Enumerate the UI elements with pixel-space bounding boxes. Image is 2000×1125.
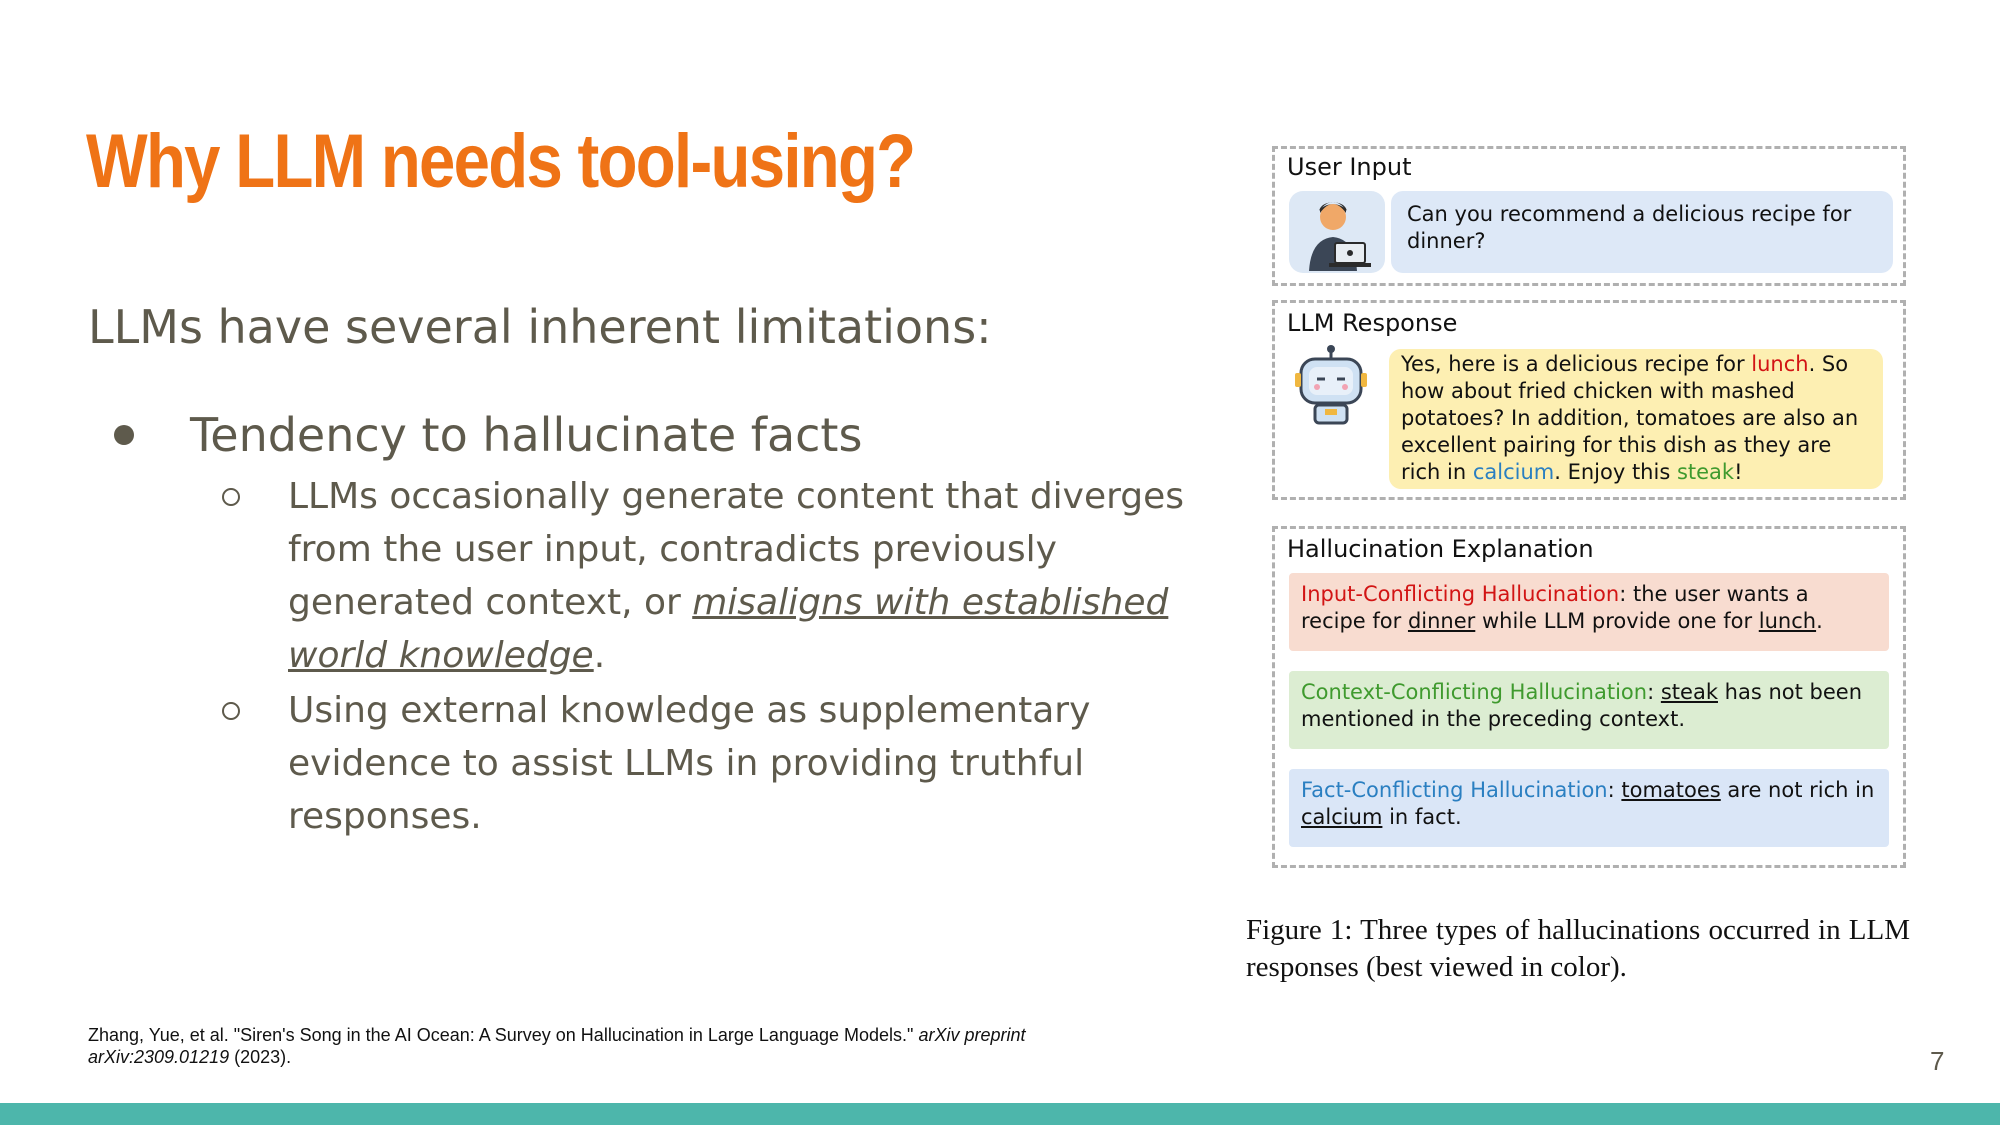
fact-part-a: : [1607, 778, 1622, 802]
input-part-a: : the user wants a recipe for [1301, 582, 1809, 633]
bullet-text: Tendency to hallucinate facts [190, 408, 863, 462]
response-lunch: lunch [1751, 352, 1809, 376]
input-conflicting-title: Input-Conflicting Hallucination [1301, 582, 1620, 606]
sub-bullet-1-text: LLMs occasionally generate content that … [288, 476, 1185, 623]
world-knowledge-link[interactable]: misaligns with established world knowled… [288, 582, 1169, 676]
user-avatar [1289, 191, 1385, 273]
bullet-dot-icon [114, 424, 134, 445]
bottom-accent-bar [0, 1103, 2000, 1125]
citation: Zhang, Yue, et al. "Siren's Song in the … [88, 1024, 1168, 1068]
user-message-bubble: Can you recommend a delicious recipe for… [1391, 191, 1893, 273]
fact-part-c: in fact. [1382, 805, 1462, 829]
input-lunch: lunch [1758, 609, 1817, 633]
fact-part-b: are not rich in [1720, 778, 1875, 802]
context-conflicting-title: Context-Conflicting Hallucination [1301, 680, 1648, 704]
user-input-label: User Input [1287, 153, 1412, 181]
slide-title: Why LLM needs tool-using? [86, 119, 916, 204]
hallucination-explanation-panel: Hallucination Explanation Input-Conflict… [1272, 526, 1906, 868]
sub-bullet-circle-icon [222, 702, 240, 720]
robot-icon [1295, 345, 1367, 425]
input-part-b: while LLM provide one for [1475, 609, 1759, 633]
citation-main: Zhang, Yue, et al. "Siren's Song in the … [88, 1025, 919, 1045]
context-steak: steak [1660, 680, 1718, 704]
page-number: 7 [1930, 1046, 1945, 1076]
citation-end: (2023). [229, 1047, 292, 1067]
sub-bullet-1: LLMs occasionally generate content that … [288, 470, 1228, 682]
bullet-hallucinate: Tendency to hallucinate facts [114, 408, 862, 462]
response-steak: steak [1676, 460, 1735, 484]
fact-conflicting-title: Fact-Conflicting Hallucination [1301, 778, 1608, 802]
user-input-panel: User Input Can you recommend a delicious… [1272, 146, 1906, 286]
explanation-label: Hallucination Explanation [1287, 535, 1594, 563]
fact-conflicting-box: Fact-Conflicting Hallucination: tomatoes… [1289, 769, 1889, 847]
input-dinner: dinner [1407, 609, 1476, 633]
fact-calcium: calcium [1301, 805, 1383, 829]
context-part-a: : [1647, 680, 1661, 704]
sub-bullet-1-end: . [593, 635, 606, 676]
context-part-b: has not been mentioned in the preceding … [1301, 680, 1863, 731]
llm-response-label: LLM Response [1287, 309, 1458, 337]
input-conflicting-box: Input-Conflicting Hallucination: the use… [1289, 573, 1889, 651]
response-calcium: calcium [1472, 460, 1555, 484]
llm-message-bubble: Yes, here is a delicious recipe for lunc… [1389, 349, 1883, 489]
context-conflicting-box: Context-Conflicting Hallucination: steak… [1289, 671, 1889, 749]
input-part-c: . [1816, 609, 1823, 633]
response-part-c: . Enjoy this [1554, 460, 1677, 484]
fact-tomatoes: tomatoes [1621, 778, 1721, 802]
sub-bullet-circle-icon [222, 488, 240, 506]
figure-caption: Figure 1: Three types of hallucinations … [1246, 914, 1910, 983]
person-laptop-icon [1309, 202, 1371, 271]
llm-response-panel: LLM Response Yes, here is a delicious re… [1272, 300, 1906, 500]
intro-text: LLMs have several inherent limitations: [88, 300, 992, 354]
response-part-a: Yes, here is a delicious recipe for [1401, 352, 1752, 376]
sub-bullet-2: Using external knowledge as supplementar… [288, 690, 1091, 837]
response-part-b: . So how about fried chicken with mashed… [1401, 352, 1859, 484]
response-part-d: ! [1734, 460, 1743, 484]
citation-journal: arXiv preprint arXiv:2309.01219 [88, 1025, 1026, 1067]
